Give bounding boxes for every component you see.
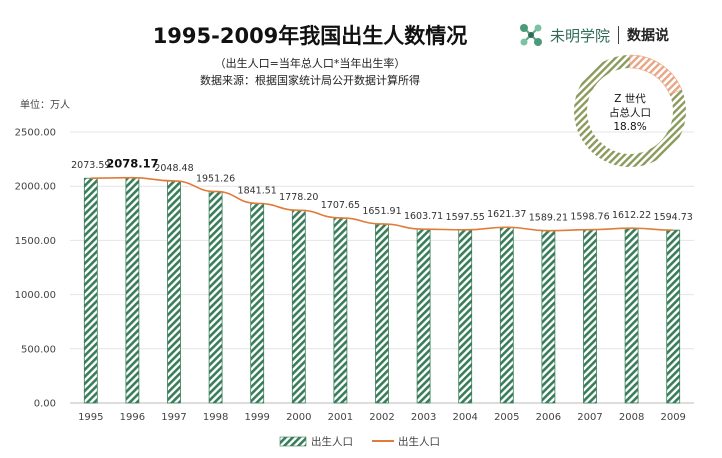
x-tick-label: 2006 bbox=[536, 412, 561, 423]
data-label: 2078.17 bbox=[106, 157, 158, 171]
x-tick-label: 1996 bbox=[120, 412, 145, 423]
x-tick-label: 2009 bbox=[660, 412, 685, 423]
x-tick-label: 2002 bbox=[369, 412, 394, 423]
chart-subtitle: （出生人口=当年总人口*当年出生率） bbox=[214, 57, 406, 70]
donut-label-line1: Z 世代 bbox=[614, 93, 646, 105]
data-label: 2073.59 bbox=[71, 160, 110, 171]
brand-logo: 未明学院 数据说 bbox=[518, 22, 669, 48]
brand-separator bbox=[618, 26, 620, 44]
chart-title: 1995-2009年我国出生人数情况 bbox=[152, 24, 468, 48]
data-label: 1598.76 bbox=[570, 212, 609, 223]
line-series bbox=[90, 176, 674, 232]
y-tick-label: 2500.00 bbox=[15, 128, 56, 139]
data-label: 1707.65 bbox=[321, 200, 360, 211]
bar bbox=[458, 229, 473, 404]
x-tick-label: 1997 bbox=[161, 412, 186, 423]
data-source: 数据来源：根据国家统计局公开数据计算所得 bbox=[200, 74, 420, 87]
x-tick-label: 2001 bbox=[328, 412, 353, 423]
bar bbox=[541, 230, 556, 404]
bar bbox=[499, 226, 514, 404]
bar bbox=[583, 229, 597, 404]
bar bbox=[167, 180, 181, 404]
bar bbox=[125, 177, 140, 404]
x-tick-label: 1998 bbox=[203, 412, 228, 423]
data-label: 1597.55 bbox=[446, 212, 485, 223]
bar bbox=[250, 202, 265, 404]
x-tick-label: 2004 bbox=[452, 412, 477, 423]
brand-name: 未明学院 bbox=[550, 26, 611, 45]
donut-percent-label: 18.8% bbox=[613, 121, 646, 133]
x-tick-label: 2005 bbox=[494, 412, 519, 423]
bar bbox=[624, 227, 639, 404]
data-label: 1778.20 bbox=[279, 192, 318, 203]
molecule-logo-icon bbox=[520, 24, 542, 46]
x-tick-label: 2008 bbox=[619, 412, 644, 423]
y-tick-label: 0.00 bbox=[34, 399, 56, 410]
x-tick-label: 1995 bbox=[78, 412, 103, 423]
y-tick-label: 2000.00 bbox=[15, 182, 56, 193]
legend: 出生人口 出生人口 bbox=[279, 435, 440, 448]
data-label: 1603.71 bbox=[404, 211, 443, 222]
data-label: 1594.73 bbox=[654, 212, 693, 223]
x-axis: 1995 1996 1997 1998 1999 2000 2001 2002 2003 2004… bbox=[78, 412, 686, 423]
brand-subtitle: 数据说 bbox=[627, 28, 670, 44]
bar bbox=[416, 228, 431, 404]
bar bbox=[333, 217, 348, 404]
bar bbox=[291, 209, 306, 404]
donut-label-line2: 占总人口 bbox=[609, 106, 651, 119]
bar bbox=[666, 229, 681, 404]
legend-line-label: 出生人口 bbox=[398, 435, 440, 448]
x-tick-label: 2007 bbox=[577, 412, 602, 423]
data-label: 1841.51 bbox=[238, 185, 277, 196]
data-label: 1589.21 bbox=[529, 213, 568, 224]
unit-label: 单位：万人 bbox=[20, 100, 70, 111]
data-label: 1651.91 bbox=[362, 206, 401, 217]
bar-series bbox=[83, 177, 681, 404]
donut-highlight-segment bbox=[629, 54, 683, 96]
legend-bar-swatch bbox=[279, 436, 307, 447]
bar bbox=[83, 177, 98, 404]
bar bbox=[375, 223, 389, 404]
trend-line bbox=[90, 176, 674, 232]
data-label: 1612.22 bbox=[612, 210, 651, 221]
y-tick-label: 500.00 bbox=[21, 344, 56, 355]
x-tick-label: 2000 bbox=[286, 412, 311, 423]
data-label: 1951.26 bbox=[196, 173, 235, 184]
legend-bar-label: 出生人口 bbox=[311, 435, 353, 448]
x-tick-label: 1999 bbox=[244, 412, 269, 423]
data-label: 1621.37 bbox=[487, 209, 526, 220]
y-tick-label: 1000.00 bbox=[15, 290, 56, 301]
x-tick-label: 2003 bbox=[411, 412, 436, 423]
bar bbox=[208, 191, 223, 404]
y-tick-label: 1500.00 bbox=[15, 236, 56, 247]
y-axis: 0.00 500.00 1000.00 1500.00 2000.00 2500.00 bbox=[15, 128, 56, 410]
data-label: 2048.48 bbox=[154, 163, 193, 174]
data-labels: 2073.592078.172048.481951.261841.511778.… bbox=[71, 157, 693, 224]
